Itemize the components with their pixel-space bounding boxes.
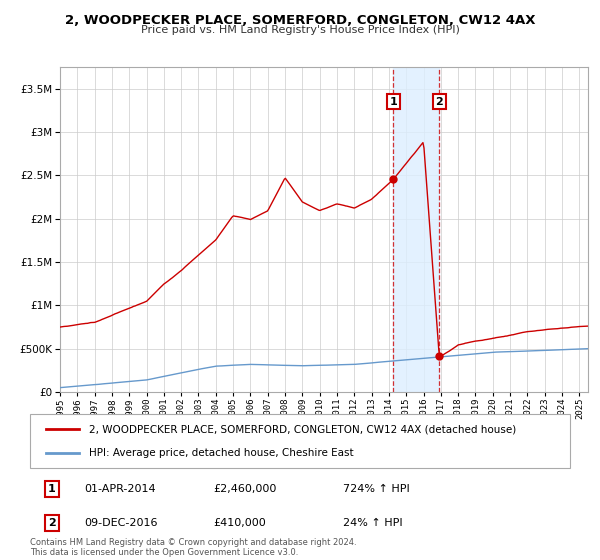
Text: Contains HM Land Registry data © Crown copyright and database right 2024.
This d: Contains HM Land Registry data © Crown c…	[30, 538, 356, 557]
Text: Price paid vs. HM Land Registry's House Price Index (HPI): Price paid vs. HM Land Registry's House …	[140, 25, 460, 35]
Text: 2, WOODPECKER PLACE, SOMERFORD, CONGLETON, CW12 4AX (detached house): 2, WOODPECKER PLACE, SOMERFORD, CONGLETO…	[89, 424, 517, 435]
Text: 2: 2	[436, 97, 443, 107]
Text: HPI: Average price, detached house, Cheshire East: HPI: Average price, detached house, Ches…	[89, 447, 354, 458]
Text: 1: 1	[389, 97, 397, 107]
FancyBboxPatch shape	[30, 414, 570, 468]
Text: 2: 2	[48, 517, 55, 528]
Bar	[393, 67, 439, 392]
Text: 724% ↑ HPI: 724% ↑ HPI	[343, 484, 410, 494]
Text: £410,000: £410,000	[214, 517, 266, 528]
Text: 1: 1	[48, 484, 55, 494]
Text: 01-APR-2014: 01-APR-2014	[84, 484, 155, 494]
Text: 2, WOODPECKER PLACE, SOMERFORD, CONGLETON, CW12 4AX: 2, WOODPECKER PLACE, SOMERFORD, CONGLETO…	[65, 14, 535, 27]
Text: 09-DEC-2016: 09-DEC-2016	[84, 517, 157, 528]
Text: £2,460,000: £2,460,000	[214, 484, 277, 494]
Text: 24% ↑ HPI: 24% ↑ HPI	[343, 517, 403, 528]
